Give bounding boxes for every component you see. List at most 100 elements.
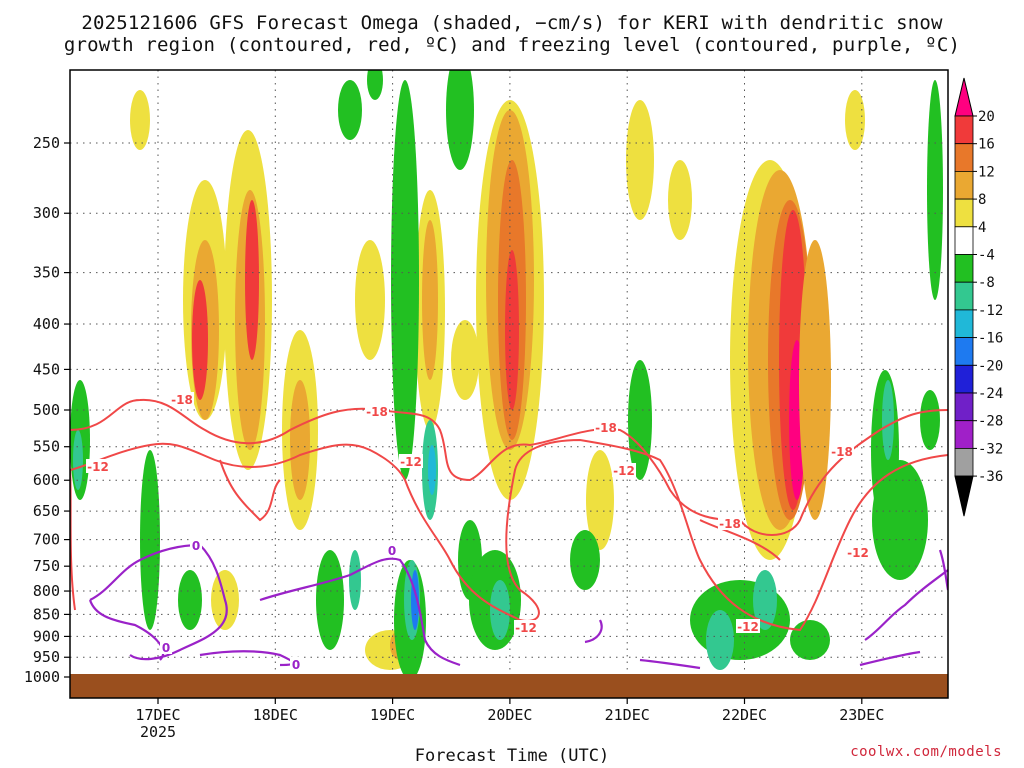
- x-year-label: 2025: [140, 723, 176, 741]
- contour-label: -18: [171, 393, 193, 407]
- contour-label-bg: [736, 619, 760, 633]
- dendritic-growth-contour: [70, 398, 948, 536]
- sinking-motion-cell: [753, 570, 777, 630]
- chart-title-line-1: 2025121606 GFS Forecast Omega (shaded, −…: [81, 12, 943, 34]
- colorbar-label: -12: [978, 303, 1003, 319]
- terrain-ground: [70, 674, 948, 698]
- contour-label-bg: [612, 463, 636, 477]
- colorbar-label: 12: [978, 164, 995, 180]
- sinking-motion-cell: [338, 80, 362, 140]
- contour-label-bg: [386, 543, 398, 557]
- sinking-motion-cell: [790, 620, 830, 660]
- y-tick-label: 850: [33, 605, 60, 623]
- contour-label-bg: [86, 459, 110, 473]
- colorbar-cell: [954, 337, 974, 366]
- contour-label: 0: [292, 658, 300, 672]
- contour-label: -18: [719, 517, 741, 531]
- contour-label: 0: [388, 544, 396, 558]
- y-tick-label: 550: [33, 438, 60, 456]
- colorbar-cell: [954, 281, 974, 311]
- colorbar-label: -16: [978, 331, 1003, 347]
- colorbar-label: -36: [978, 469, 1003, 485]
- y-tick-label: 250: [33, 134, 60, 152]
- y-tick-label: 350: [33, 264, 60, 282]
- omega-shading: [70, 70, 943, 680]
- x-tick-label: 23DEC: [839, 706, 884, 724]
- freezing-level-contour: [864, 569, 948, 641]
- x-axis-ticks: 17DEC 18DEC 19DEC 20DEC 21DEC 22DEC 23DEC 2025: [135, 698, 884, 741]
- x-tick-label: 19DEC: [370, 706, 415, 724]
- y-tick-label: 950: [33, 648, 60, 666]
- contour-label: -12: [400, 455, 422, 469]
- contour-label-bg: [514, 620, 538, 634]
- colorbar-bottom-arrow: [954, 475, 974, 517]
- colorbar: 20 16 12 8 4 -4 -8 -12 -16 -20 -24 -28 -32 -36: [954, 77, 1003, 517]
- contour-label-bg: [846, 545, 870, 559]
- contour-label-bg: [718, 516, 742, 530]
- colorbar-label: 16: [978, 137, 995, 153]
- rising-motion-cell: [245, 200, 259, 360]
- y-axis-ticks: 250 300 350 400 450 500 550 600 650 700 750 800 850 9…: [24, 134, 70, 686]
- dendritic-growth-contour: [70, 438, 948, 632]
- contour-label-bg: [594, 420, 618, 434]
- rising-motion-cell: [586, 450, 614, 550]
- dendritic-growth-contour: [699, 519, 781, 561]
- contour-label: -18: [595, 421, 617, 435]
- credit-link[interactable]: coolwx.com/models: [850, 744, 1002, 760]
- colorbar-label: -8: [978, 275, 995, 291]
- y-tick-label: 700: [33, 531, 60, 549]
- rising-motion-cell: [130, 90, 150, 150]
- sinking-motion-cell: [428, 445, 436, 495]
- y-tick-label: 900: [33, 627, 60, 645]
- rising-motion-cell: [505, 250, 519, 410]
- rising-motion-cell: [290, 380, 310, 500]
- sinking-motion-cell: [391, 80, 419, 480]
- sinking-motion-cell: [73, 430, 83, 490]
- x-tick-label: 20DEC: [487, 706, 532, 724]
- sinking-motion-cell: [367, 70, 383, 100]
- contour-label-bg: [830, 444, 854, 458]
- rising-motion-cell: [799, 240, 831, 520]
- sinking-motion-cell: [920, 390, 940, 450]
- y-tick-label: 450: [33, 360, 60, 378]
- sinking-motion-cell: [178, 570, 202, 630]
- contour-label: -12: [847, 546, 869, 560]
- freezing-level-contour: [89, 543, 228, 661]
- y-tick-label: 600: [33, 471, 60, 489]
- colorbar-label: -24: [978, 386, 1003, 402]
- sinking-motion-cell: [882, 380, 894, 460]
- sinking-motion-cell: [927, 80, 943, 300]
- plot-frame: [69, 69, 949, 699]
- sinking-motion-cell: [706, 610, 734, 670]
- contour-lines: -18 -12 -18 -12 -18 -12 -18 -12 -12 -18 -12 0 0 0 0: [70, 392, 948, 672]
- x-tick-label: 22DEC: [722, 706, 767, 724]
- freezing-level-contour: [259, 557, 461, 667]
- colorbar-label: 8: [978, 192, 986, 208]
- colorbar-label: -20: [978, 358, 1003, 374]
- y-tick-label: 750: [33, 557, 60, 575]
- colorbar-label: 4: [978, 220, 986, 236]
- colorbar-cell: [954, 143, 974, 172]
- sinking-motion-cell: [872, 460, 928, 580]
- colorbar-cell: [954, 254, 974, 283]
- contour-label: -12: [515, 621, 537, 635]
- y-tick-label: 300: [33, 204, 60, 222]
- colorbar-cell: [954, 364, 974, 394]
- x-tick-label: 17DEC: [135, 706, 180, 724]
- contour-label: 0: [162, 641, 170, 655]
- y-tick-label: 500: [33, 401, 60, 419]
- freezing-level-contour: [859, 650, 921, 667]
- contour-label-bg: [290, 657, 302, 671]
- contour-label-bg: [160, 640, 172, 654]
- dendritic-growth-contour: [219, 459, 281, 522]
- colorbar-cell: [954, 226, 974, 255]
- contour-label-bg: [399, 454, 423, 468]
- sinking-motion-cell: [349, 550, 361, 610]
- colorbar-label: 20: [978, 109, 995, 125]
- colorbar-cell: [954, 447, 974, 477]
- rising-motion-cell: [355, 240, 385, 360]
- colorbar-cell: [954, 309, 974, 338]
- chart-title-line-2: growth region (contoured, red, ºC) and f…: [63, 34, 961, 56]
- contour-label: -12: [613, 464, 635, 478]
